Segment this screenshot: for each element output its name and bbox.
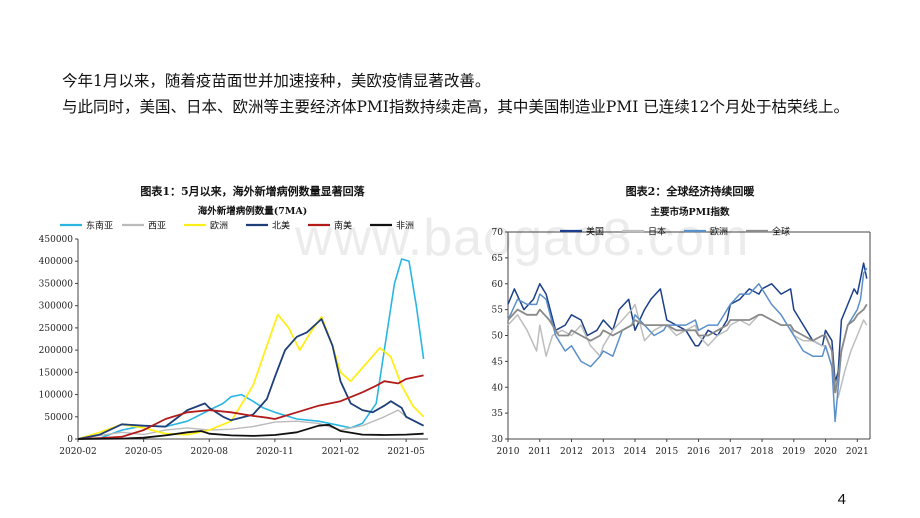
y-tick-label: 65 (492, 254, 504, 264)
x-tick-label: 2013 (592, 447, 615, 457)
legend-label: 日本 (648, 226, 666, 238)
y-tick-label: 55 (492, 306, 504, 316)
x-tick-label: 2014 (624, 447, 647, 457)
legend-label: 东南亚 (86, 220, 113, 232)
y-tick-label: 450000 (39, 235, 74, 245)
series-line (507, 303, 868, 394)
x-tick-label: 2020 (814, 447, 837, 457)
legend-label: 欧洲 (710, 226, 728, 238)
y-tick-label: 35 (492, 409, 504, 419)
y-tick-label: 400000 (39, 257, 74, 267)
x-tick-label: 2012 (560, 447, 583, 457)
x-tick-label: 2020-08 (191, 447, 229, 457)
chart2-svg: 30 35 40 45 50 55 60 65 70 2010 2011 2012 2013 2014 20… (492, 226, 871, 457)
x-tick-label: 2011 (528, 447, 551, 457)
y-tick-label: 300000 (39, 302, 74, 312)
y-tick-label: 45 (492, 357, 504, 367)
series-line (507, 262, 868, 383)
x-tick-label: 2015 (655, 447, 678, 457)
y-tick-label: 50 (492, 332, 504, 342)
x-tick-label: 2020-02 (59, 447, 96, 457)
chart2-subtitle: 主要市场PMI指数 (650, 207, 730, 218)
legend-label: 北美 (272, 220, 290, 232)
intro-text: 今年1月以来，随着疫苗面世并加速接种，美欧疫情显著改善。 与此同时，美国、日本、… (62, 68, 902, 120)
y-tick-label: 150000 (39, 368, 74, 378)
legend-label: 非洲 (396, 220, 414, 232)
y-tick-label: 70 (492, 228, 504, 238)
x-tick-label: 2021-05 (387, 447, 425, 457)
y-tick-label: 100000 (39, 391, 74, 401)
y-tick-label: 40 (492, 383, 504, 393)
y-tick-label: 250000 (39, 324, 74, 334)
y-tick-label: 30 (492, 435, 504, 445)
page-number: 4 (837, 491, 846, 508)
x-tick-label: 2016 (687, 447, 710, 457)
legend-label: 南美 (334, 220, 352, 232)
legend-label: 全球 (772, 226, 790, 238)
y-tick-label: 200000 (39, 346, 74, 356)
legend-label: 欧洲 (210, 220, 228, 232)
y-tick-label: 50000 (44, 413, 73, 423)
x-tick-label: 2010 (497, 447, 520, 457)
y-tick-label: 0 (67, 435, 73, 445)
x-tick-label: 2018 (751, 447, 774, 457)
series-line (507, 303, 868, 399)
intro-line-2: 与此同时，美国、日本、欧洲等主要经济体PMI指数持续走高，其中美国制造业PMI … (62, 98, 849, 116)
x-tick-label: 2021-02 (322, 447, 359, 457)
chart2-title: 图表2：全球经济持续回暖 (625, 185, 755, 198)
chart1-subtitle: 海外新增病例数量(7MA) (197, 206, 308, 217)
y-tick-label: 350000 (39, 279, 74, 289)
series-line (77, 423, 424, 440)
x-tick-label: 2021 (846, 447, 869, 457)
series-line (507, 267, 868, 423)
x-tick-label: 2017 (719, 447, 742, 457)
series-line (77, 313, 425, 440)
series-line (77, 374, 424, 440)
watermark: www.baogao8.com (295, 209, 750, 267)
chart1-title: 图表1：5月以来，海外新增病例数量显著回落 (140, 185, 365, 198)
x-tick-label: 2020-05 (125, 447, 163, 457)
x-tick-label: 2019 (782, 447, 805, 457)
y-tick-label: 60 (492, 280, 504, 290)
legend-label: 美国 (586, 226, 604, 238)
legend-label: 西亚 (148, 221, 166, 232)
intro-line-1: 今年1月以来，随着疫苗面世并加速接种，美欧疫情显著改善。 (62, 72, 491, 90)
x-tick-label: 2020-11 (256, 447, 293, 457)
chart1-svg: 0 50000 100000 150000 200000 250000 300000 3500… (39, 220, 428, 457)
series-line (77, 409, 424, 440)
series-line (77, 318, 425, 440)
